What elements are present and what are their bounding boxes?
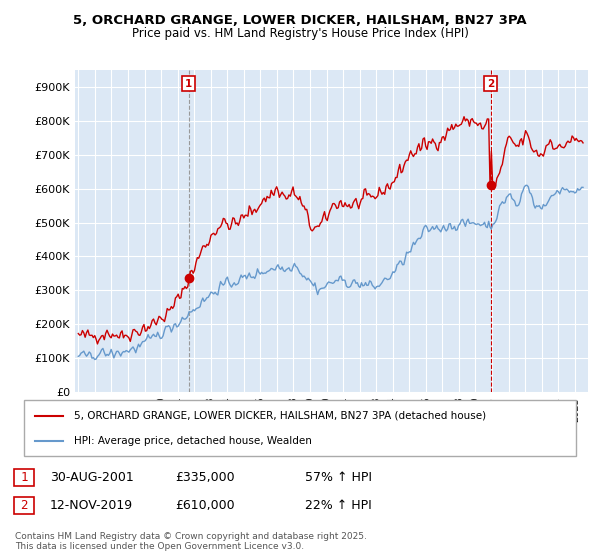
Text: 12-NOV-2019: 12-NOV-2019 (50, 499, 133, 512)
Text: 2: 2 (20, 499, 28, 512)
Text: 57% ↑ HPI: 57% ↑ HPI (305, 471, 372, 484)
Text: £610,000: £610,000 (175, 499, 235, 512)
Text: HPI: Average price, detached house, Wealden: HPI: Average price, detached house, Weal… (74, 436, 311, 446)
Text: 22% ↑ HPI: 22% ↑ HPI (305, 499, 372, 512)
Text: 5, ORCHARD GRANGE, LOWER DICKER, HAILSHAM, BN27 3PA: 5, ORCHARD GRANGE, LOWER DICKER, HAILSHA… (73, 14, 527, 27)
Text: £335,000: £335,000 (175, 471, 235, 484)
FancyBboxPatch shape (14, 469, 34, 486)
FancyBboxPatch shape (14, 497, 34, 514)
Text: 5, ORCHARD GRANGE, LOWER DICKER, HAILSHAM, BN27 3PA (detached house): 5, ORCHARD GRANGE, LOWER DICKER, HAILSHA… (74, 410, 486, 421)
Text: 1: 1 (185, 78, 192, 88)
Text: 2: 2 (487, 78, 494, 88)
Text: Price paid vs. HM Land Registry's House Price Index (HPI): Price paid vs. HM Land Registry's House … (131, 27, 469, 40)
Text: 30-AUG-2001: 30-AUG-2001 (50, 471, 134, 484)
Text: 1: 1 (20, 471, 28, 484)
Text: Contains HM Land Registry data © Crown copyright and database right 2025.
This d: Contains HM Land Registry data © Crown c… (15, 531, 367, 551)
